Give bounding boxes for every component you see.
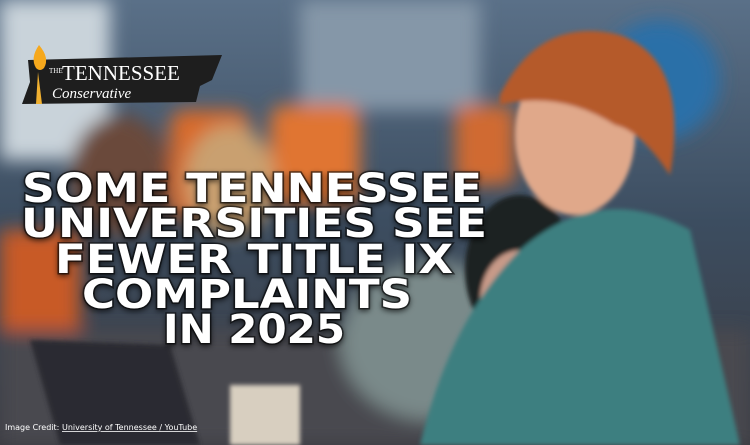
headline-line: SOME TENNESSEE <box>22 166 482 212</box>
credit-label: Image Credit: <box>5 423 59 432</box>
headline-line: IN 2025 <box>163 307 345 353</box>
headline-line: UNIVERSITIES SEE <box>21 201 487 247</box>
headline: SOME TENNESSEE UNIVERSITIES SEE FEWER TI… <box>20 165 489 355</box>
logo-the: THE <box>49 67 63 75</box>
logo-tagline: Conservative <box>52 86 131 102</box>
logo: THE TENNESSEE Conservative <box>22 45 222 104</box>
credit-source: University of Tennessee / YouTube <box>62 423 197 432</box>
headline-line: FEWER TITLE IX <box>55 237 453 283</box>
logo-name: TENNESSEE <box>62 61 180 85</box>
headline-line: COMPLAINTS <box>82 272 412 318</box>
credit: Image Credit: University of Tennessee / … <box>5 423 197 432</box>
